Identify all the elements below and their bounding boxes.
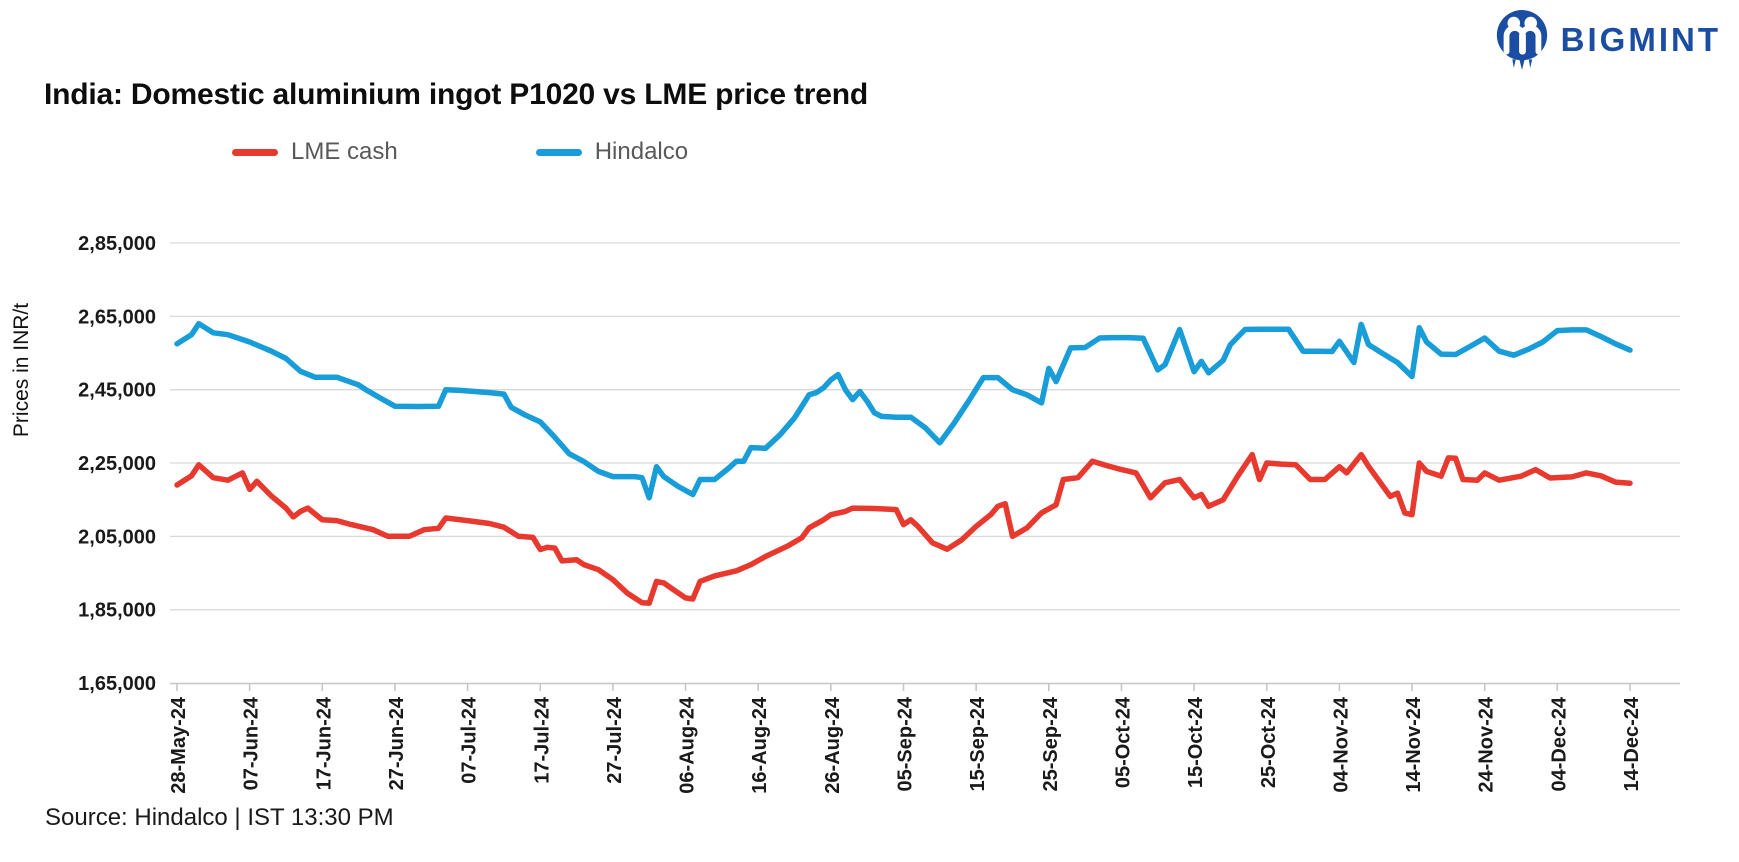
y-axis-tick-label: 2,05,000 [78, 526, 156, 548]
y-axis-tick-label: 2,85,000 [78, 233, 156, 255]
y-axis-tick-label: 2,45,000 [78, 380, 156, 402]
y-axis-title: Prices in INR/t [10, 303, 33, 437]
source-note: Source: Hindalco | IST 13:30 PM [45, 804, 394, 831]
legend-label-hindalco: Hindalco [594, 138, 689, 165]
x-axis-tick-label: 04-Nov-24 [1330, 696, 1352, 792]
x-axis-tick-label: 15-Sep-24 [967, 696, 989, 791]
x-axis-tick-label: 04-Dec-24 [1548, 696, 1570, 791]
x-axis-tick-label: 27-Jul-24 [604, 696, 626, 784]
x-axis-tick-label: 05-Oct-24 [1112, 696, 1134, 788]
x-axis-tick-label: 14-Dec-24 [1621, 696, 1643, 791]
x-axis-tick-label: 17-Jun-24 [313, 696, 335, 790]
x-axis-tick-label: 24-Nov-24 [1476, 696, 1498, 792]
x-axis-tick-label: 06-Aug-24 [677, 696, 699, 794]
x-axis-tick-label: 26-Aug-24 [822, 696, 844, 794]
bigmint-logo-text: BIGMINT [1560, 21, 1721, 58]
series-line-hindalco [174, 320, 1633, 501]
x-axis-tick-label: 16-Aug-24 [749, 696, 771, 794]
bigmint-logo: BIGMINT [1493, 8, 1721, 72]
x-axis-tick-label: 07-Jun-24 [241, 696, 263, 790]
x-axis-tick-label: 25-Sep-24 [1040, 696, 1062, 791]
chart-title: India: Domestic aluminium ingot P1020 vs… [44, 78, 868, 111]
y-axis-tick-label: 2,65,000 [78, 306, 156, 328]
legend-label-lme-cash: LME cash [291, 138, 398, 165]
x-axis-tick-label: 07-Jul-24 [459, 696, 481, 784]
x-axis-tick-label: 17-Jul-24 [531, 696, 553, 784]
lme-cash-line-swatch [232, 148, 278, 156]
y-axis-tick-label: 1,85,000 [78, 600, 156, 622]
legend-item-hindalco: Hindalco [535, 138, 689, 166]
series-line-lme-cash [174, 451, 1633, 606]
bigmint-logo-icon [1496, 10, 1547, 70]
chart-legend: LME cash Hindalco [232, 138, 688, 166]
x-axis-tick-label: 05-Sep-24 [895, 696, 917, 791]
x-axis-tick-label: 25-Oct-24 [1258, 696, 1280, 788]
x-axis-tick-label: 28-May-24 [168, 696, 190, 794]
hindalco-line-swatch [535, 148, 582, 156]
y-axis-tick-label: 2,25,000 [78, 453, 156, 475]
x-axis-tick-label: 14-Nov-24 [1403, 696, 1425, 792]
y-axis-tick-label: 1,65,000 [78, 673, 156, 695]
x-axis-tick-label: 27-Jun-24 [386, 696, 408, 790]
legend-item-lme-cash: LME cash [232, 138, 398, 166]
x-axis-tick-label: 15-Oct-24 [1185, 696, 1207, 788]
